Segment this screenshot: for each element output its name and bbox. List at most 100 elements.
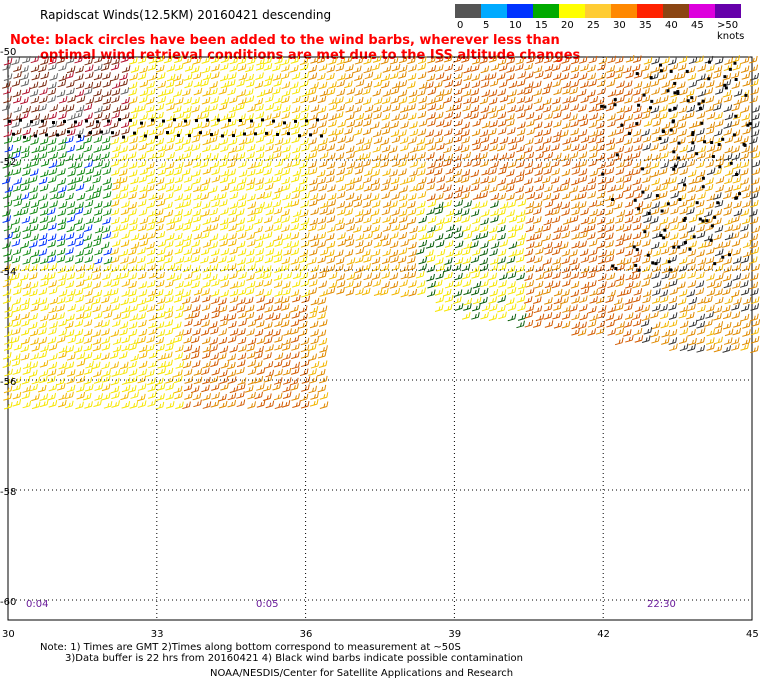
wind-barb <box>470 265 480 274</box>
wind-barb <box>93 135 103 144</box>
wind-barb <box>723 257 733 265</box>
wind-barb <box>515 63 524 71</box>
wind-barb <box>39 359 49 368</box>
wind-barb <box>38 287 48 296</box>
wind-barb <box>183 97 192 105</box>
wind-barb <box>148 127 158 136</box>
wind-barb <box>272 63 281 72</box>
wind-barb <box>624 145 634 154</box>
wind-barb <box>623 233 632 242</box>
footer-credit: NOAA/NESDIS/Center for Satellite Applica… <box>210 668 514 679</box>
wind-barb <box>668 279 678 287</box>
wind-barb <box>461 191 470 200</box>
wind-barb <box>373 240 383 248</box>
wind-barb <box>605 295 614 304</box>
wind-barb <box>128 169 138 178</box>
wind-barb <box>722 345 732 353</box>
wind-barb <box>109 288 119 296</box>
wind-barb <box>175 303 185 312</box>
wind-barb <box>308 272 318 281</box>
wind-barb <box>433 129 443 137</box>
wind-barb <box>706 64 715 72</box>
wind-barb <box>372 88 382 97</box>
wind-barb <box>481 209 490 217</box>
wind-barb <box>101 328 110 336</box>
wind-barb <box>318 337 328 346</box>
wind-barb <box>318 159 328 168</box>
wind-barb <box>129 304 139 312</box>
wind-barb <box>12 145 22 154</box>
wind-barb <box>218 102 228 111</box>
wind-barb <box>84 153 93 161</box>
wind-barb <box>624 312 634 320</box>
wind-barb <box>606 71 616 79</box>
wind-barb <box>291 105 301 114</box>
wind-barb <box>715 184 724 193</box>
wind-barb <box>328 97 337 105</box>
wind-barb <box>12 113 21 122</box>
wind-barb <box>147 112 157 120</box>
wind-barb <box>417 191 427 199</box>
wind-barb <box>3 112 12 121</box>
wind-barb <box>517 71 527 79</box>
wind-barb <box>471 152 481 161</box>
wind-barb <box>660 246 670 255</box>
wind-barb <box>631 151 641 159</box>
note-line-1: Note: black circles have been added to t… <box>10 33 560 48</box>
wind-barb <box>562 121 571 130</box>
wind-barb <box>427 87 437 96</box>
wind-barb <box>696 134 706 143</box>
wind-barb <box>687 329 696 337</box>
wind-barb <box>389 183 399 192</box>
wind-barb <box>713 305 723 314</box>
wind-barb <box>353 225 362 233</box>
wind-barb <box>318 63 328 72</box>
wind-barb <box>398 231 408 240</box>
wind-barb <box>497 127 507 135</box>
wind-barb <box>515 185 524 194</box>
wind-barb <box>120 120 130 129</box>
wind-barb <box>479 191 488 199</box>
wind-barb <box>300 337 310 346</box>
wind-barb <box>85 360 94 369</box>
wind-barb <box>121 384 131 393</box>
wind-barb <box>4 329 13 338</box>
wind-barb <box>471 312 480 320</box>
wind-barb <box>408 89 418 98</box>
wind-barb <box>308 151 318 159</box>
wind-barb <box>723 121 733 129</box>
wind-barb <box>750 78 759 87</box>
wind-barb <box>165 97 175 105</box>
wind-barb <box>184 392 193 400</box>
wind-barb <box>274 289 283 297</box>
wind-barb <box>570 128 579 136</box>
wind-barb <box>254 225 263 234</box>
wind-barb <box>76 359 86 367</box>
wind-barb <box>480 176 489 184</box>
wind-barb <box>569 185 579 194</box>
wind-barb <box>255 233 265 242</box>
wind-barb <box>219 239 229 247</box>
wind-barb <box>38 80 48 88</box>
legend-color-box <box>611 4 637 18</box>
wind-barb <box>164 288 174 297</box>
wind-barb <box>615 56 624 64</box>
wind-barb <box>651 303 661 312</box>
wind-barb <box>308 368 317 376</box>
wind-barb <box>373 97 383 105</box>
wind-barb <box>740 208 750 217</box>
wind-barb <box>489 289 499 297</box>
wind-barb <box>148 209 157 217</box>
wind-barb <box>652 231 661 239</box>
wind-barb <box>110 361 119 370</box>
wind-barb <box>463 297 473 306</box>
wind-barb <box>488 225 498 234</box>
wind-barb <box>489 111 499 119</box>
wind-barb <box>219 199 228 207</box>
wind-barb <box>148 192 158 201</box>
wind-barb <box>615 223 625 232</box>
wind-barb <box>616 257 626 266</box>
wind-barb <box>218 328 228 336</box>
wind-barb <box>569 113 578 122</box>
wind-barb <box>706 288 716 297</box>
